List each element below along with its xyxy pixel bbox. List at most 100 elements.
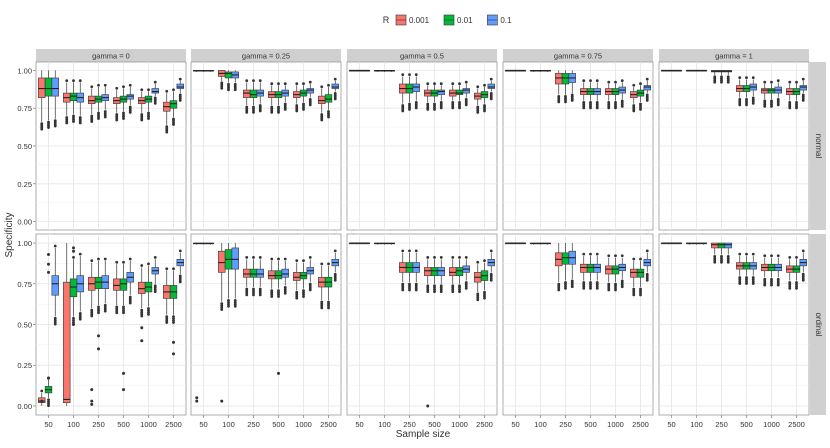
box-ordinal-0-250-0.1-outlier-low <box>103 307 107 311</box>
box-ordinal-2-500-0.1-outlier-low <box>439 288 443 292</box>
box-normal-1-250-0.001-outlier-high <box>245 79 249 83</box>
box-ordinal-3-500-0.1-outlier-low <box>595 284 599 288</box>
box-normal-0-100-0.01-outlier-low <box>72 120 75 123</box>
box-ordinal-4-500-0.1-outlier-low <box>751 276 755 279</box>
box-ordinal-0-250-0.001-outlier-low <box>90 308 94 312</box>
outlier-point <box>172 340 175 344</box>
y-tick-label-normal-0.50: 0.50 <box>17 142 32 151</box>
box-ordinal-0-2500-0.001-outlier-low <box>165 319 169 322</box>
box-normal-2-1000-0.1-outlier-high <box>464 80 468 84</box>
box-ordinal-4-250-0.1 <box>724 242 732 249</box>
box-ordinal-3-500-0.01-outlier-low <box>589 286 592 290</box>
box-ordinal-3-1000-0.01-outlier-high <box>614 254 617 258</box>
box-ordinal-3-1000-0.01-outlier-low <box>614 286 617 290</box>
box-normal-1-250-0.001 <box>243 89 251 98</box>
box-ordinal-0-500-0.1-outlier-high <box>128 257 132 261</box>
x-tick-label-3-500: 500 <box>584 420 597 429</box>
box-ordinal-0-100-0.01-outlier-low <box>72 316 75 320</box>
box-ordinal-1-250-0.01-outlier-low <box>252 291 255 295</box>
box-normal-2-500-0.001-outlier-high <box>426 82 430 86</box>
box-normal-4-2500-0.01-outlier-high <box>795 80 798 84</box>
box-ordinal-0-1000-0.01-outlier-high <box>147 262 150 266</box>
box-ordinal-1-500-0.1-outlier-high <box>283 257 287 261</box>
outlier-point <box>47 252 50 256</box>
box-ordinal-2-500-0.001-outlier-low <box>426 288 430 292</box>
box-ordinal-4-250-0.01-outlier-low <box>720 255 723 258</box>
box-normal-1-2500-0.1 <box>331 83 339 89</box>
box-ordinal-3-2500-0.01 <box>636 268 645 278</box>
box-ordinal-3-1000-0.001 <box>605 265 613 275</box>
y-tick-label-ordinal-0.25: 0.25 <box>17 361 32 370</box>
box-ordinal-0-1000-0.1-outlier-low <box>153 286 157 290</box>
box-normal-1-500-0.001-outlier-low <box>270 111 274 114</box>
box-ordinal-3-2500-0.001-outlier-low <box>632 291 636 295</box>
box-ordinal-3-2500-0.001-outlier-high <box>632 257 636 261</box>
box-normal-0-1000-0.01-outlier-low <box>147 117 150 120</box>
x-tick-label-3-100: 100 <box>534 420 547 429</box>
box-ordinal-2-500-0.001-outlier-low <box>426 284 430 288</box>
box-ordinal-2-2500-0.001-outlier-low <box>476 298 480 302</box>
box-ordinal-4-500-0.001-outlier-low <box>738 278 742 281</box>
box-normal-0-250-0.001-outlier-high <box>90 85 94 89</box>
y-tick-label-ordinal-0.75: 0.75 <box>17 280 32 289</box>
box-ordinal-0-2500-0.001-outlier-low <box>165 315 169 319</box>
box-ordinal-1-2500-0.01-outlier-low <box>327 302 330 306</box>
box-ordinal-0-100-0.01 <box>69 278 78 298</box>
box-ordinal-3-250-0.001-outlier-low <box>557 286 561 290</box>
box-normal-1-500-0.01-outlier-low <box>277 111 280 114</box>
box-ordinal-3-500-0.01 <box>586 263 595 273</box>
box-normal-1-250-0.01-outlier-low <box>252 111 255 114</box>
x-tick-label-4-100: 100 <box>690 420 703 429</box>
box-ordinal-0-500-0.001-outlier-low <box>115 311 119 315</box>
outlier-point <box>97 334 100 338</box>
box-normal-0-2500-0.01-outlier-high <box>172 88 175 92</box>
box-normal-0-250-0.1-outlier-high <box>103 83 107 87</box>
facet-strip-row-normal <box>810 62 826 230</box>
box-ordinal-2-1000-0.001-outlier-low <box>451 284 455 288</box>
outlier-point <box>172 352 175 356</box>
box-ordinal-0-500-0.001-outlier-low <box>115 307 119 311</box>
box-ordinal-3-1000-0.001-outlier-low <box>607 284 611 288</box>
outlier-point <box>72 249 75 253</box>
box-ordinal-3-1000-0.01-outlier-low <box>614 288 617 292</box>
box-normal-4-250-0.001-outlier-low <box>713 80 717 84</box>
box-ordinal-3-1000-0.001-outlier-low <box>607 288 611 292</box>
box-ordinal-3-2500-0.01-outlier-high <box>639 257 642 261</box>
box-ordinal-2-500-0.01-outlier-high <box>433 255 436 259</box>
box-ordinal-3-500-0.001-outlier-low <box>582 283 586 286</box>
box-ordinal-1-100-0.001-outlier-low <box>220 308 224 311</box>
box-ordinal-4-250-0.1-outlier-low <box>726 256 730 260</box>
outlier-point <box>122 388 125 392</box>
box-ordinal-0-1000-0.001-outlier-high <box>140 264 144 267</box>
box-ordinal-1-2500-0.1-outlier-low <box>333 278 337 282</box>
legend-label-0.1: 0.1 <box>500 16 512 25</box>
box-ordinal-4-2500-0.1-outlier-low <box>801 274 805 278</box>
box-ordinal-2-500-0.1-outlier-low <box>439 284 443 288</box>
box-ordinal-3-2500-0.01-outlier-low <box>639 293 642 297</box>
box-ordinal-3-500-0.1-outlier-low <box>595 281 599 284</box>
box-ordinal-0-100-0.01-outlier-high <box>72 255 75 259</box>
box-normal-2-2500-0.01-outlier-low <box>483 109 486 113</box>
box-ordinal-4-250-0.01-outlier-low <box>720 256 723 260</box>
x-tick-label-3-250: 250 <box>559 420 572 429</box>
box-normal-1-2500-0.01-outlier-high <box>327 83 330 87</box>
box-ordinal-4-1000-0.001-outlier-high <box>763 254 767 258</box>
box-ordinal-2-500-0.001-outlier-low <box>426 290 430 293</box>
box-ordinal-2-1000-0.001-outlier-low <box>451 286 455 290</box>
box-ordinal-0-50-0.001-outlier-high <box>40 389 44 393</box>
box-ordinal-0-500-0.01-outlier-low <box>122 307 125 311</box>
x-tick-label-4-250: 250 <box>715 420 728 429</box>
box-ordinal-3-500-0.01-outlier-low <box>589 284 592 288</box>
box-normal-2-2500-0.001-outlier-high <box>476 85 480 89</box>
box-ordinal-2-2500-0.1-outlier-low <box>489 278 493 282</box>
outlier-point <box>90 399 94 403</box>
box-ordinal-1-100-0.001-outlier-low <box>220 302 224 306</box>
y-tick-label-normal-0.75: 0.75 <box>17 104 32 113</box>
box-ordinal-0-1000-0.001-outlier-low <box>140 312 144 316</box>
box-ordinal-1-1000-0.01-outlier-high <box>302 259 305 263</box>
box-ordinal-2-250-0.01-outlier-low <box>408 282 411 286</box>
box-normal-2-250-0.01-outlier-high <box>408 73 411 77</box>
box-ordinal-2-500-0.01-outlier-low <box>433 290 436 293</box>
x-tick-label-0-50: 50 <box>44 420 52 429</box>
box-ordinal-4-2500-0.001-outlier-low <box>788 286 792 290</box>
